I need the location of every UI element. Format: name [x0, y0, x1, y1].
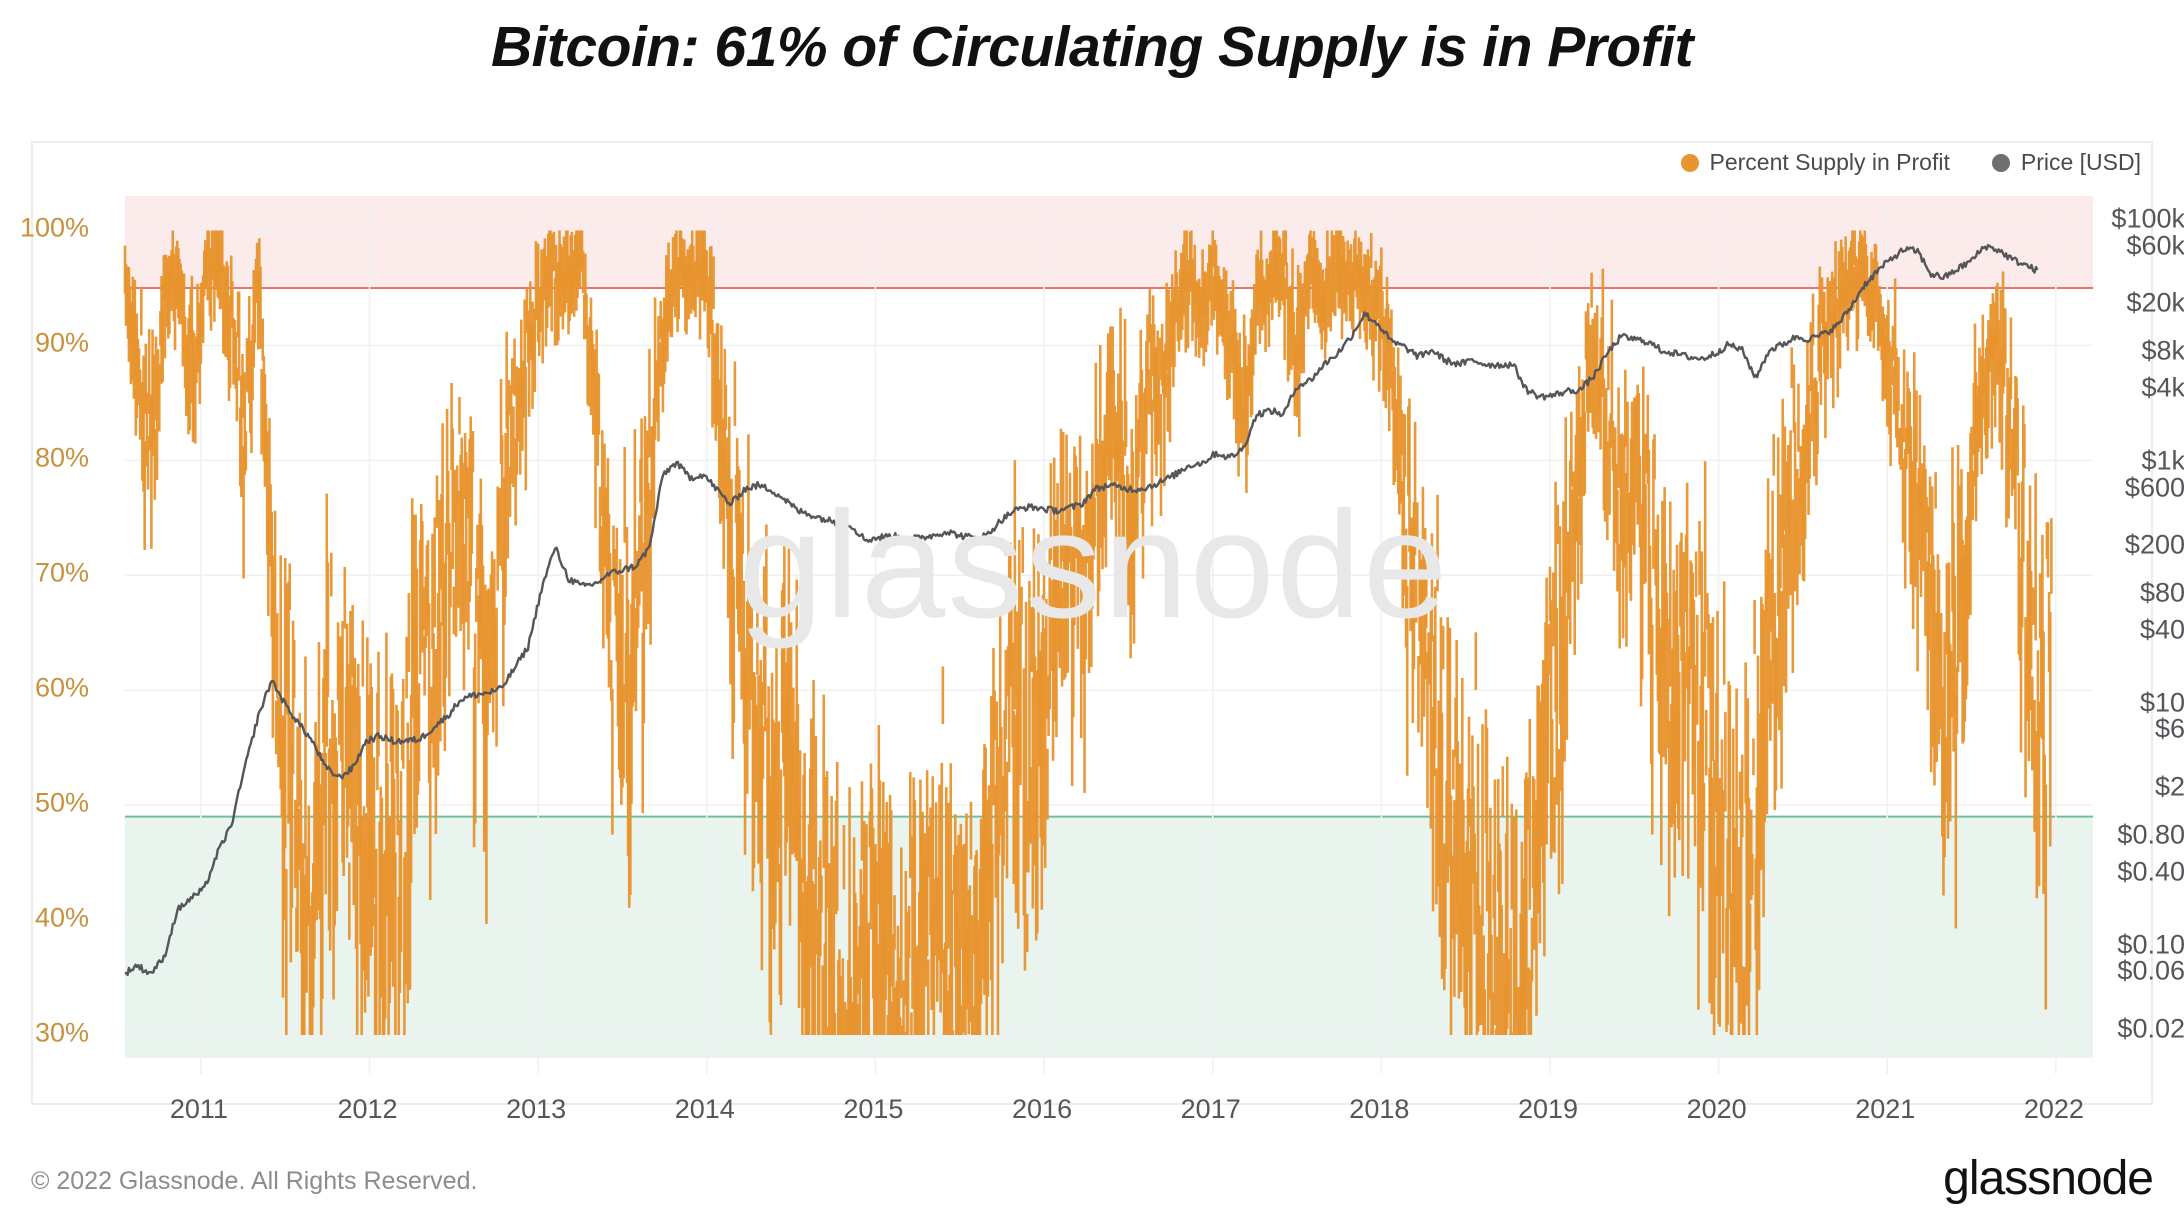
legend-label-price: Price [USD] [2020, 149, 2141, 175]
legend-label-supply: Percent Supply in Profit [1709, 149, 1950, 175]
chart-canvas [123, 196, 2093, 1074]
legend-color-dot-orange [1680, 153, 1699, 172]
chart-frame: Percent Supply in Profit Price [USD] gla… [31, 141, 2153, 1105]
band-high-profit-zone [125, 196, 2093, 288]
series-percent-supply-in-profit [123, 230, 2053, 1036]
legend-color-dot-gray [1991, 153, 2010, 172]
chart-legend: Percent Supply in Profit Price [USD] [1680, 149, 2141, 176]
legend-item-price[interactable]: Price [USD] [1991, 149, 2141, 176]
legend-item-supply[interactable]: Percent Supply in Profit [1680, 149, 1950, 176]
series-price-usd [124, 243, 2039, 977]
glassnode-logo: glassnode [1943, 1152, 2154, 1205]
copyright-text: © 2022 Glassnode. All Rights Reserved. [31, 1167, 478, 1195]
page-title: Bitcoin: 61% of Circulating Supply is in… [490, 15, 1694, 79]
plot-area[interactable]: glassnode [33, 143, 2155, 1107]
band-capitulation-zone [125, 816, 2093, 1058]
